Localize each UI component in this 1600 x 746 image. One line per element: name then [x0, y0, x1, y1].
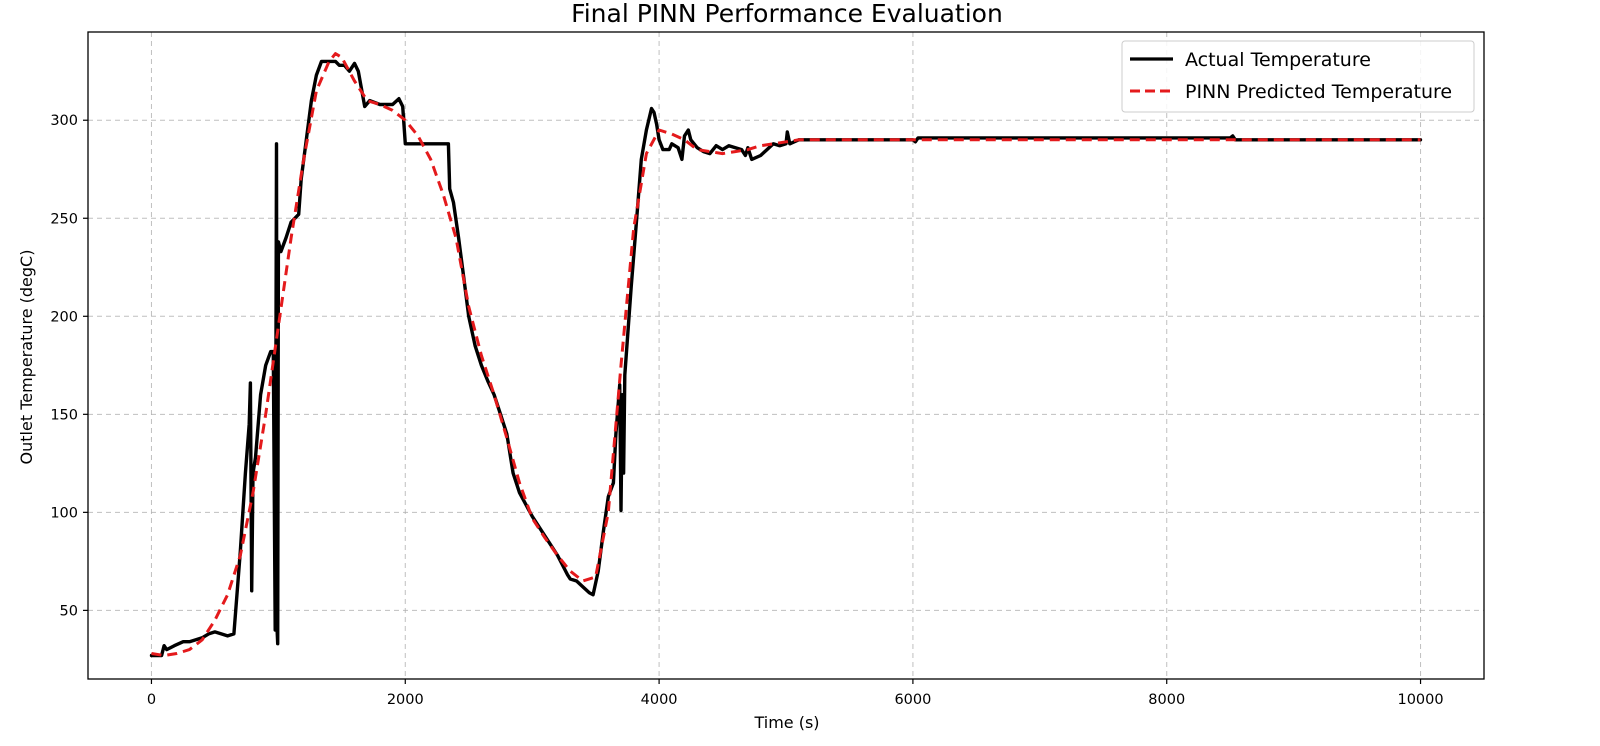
- grid: [88, 32, 1484, 679]
- x-tick-label: 2000: [387, 692, 424, 708]
- y-tick-label: 200: [50, 309, 78, 325]
- legend: Actual Temperature PINN Predicted Temper…: [1121, 40, 1475, 113]
- y-axis-label: Outlet Temperature (degC): [17, 250, 36, 465]
- legend-label-actual: Actual Temperature: [1185, 49, 1371, 71]
- plot-area-frame: [87, 31, 1485, 680]
- y-tick-label: 150: [50, 407, 78, 423]
- x-tick-label: 6000: [894, 692, 931, 708]
- chart-title: Final PINN Performance Evaluation: [571, 0, 1003, 28]
- x-axis-label: Time (s): [753, 713, 819, 732]
- y-tick-label: 50: [60, 603, 78, 619]
- series-line-predicted: [151, 52, 1421, 657]
- y-tick-label: 250: [50, 211, 78, 227]
- y-axis-ticks: 50 100 150 200 250 300: [50, 113, 88, 619]
- y-tick-label: 100: [50, 505, 78, 521]
- x-tick-label: 8000: [1148, 692, 1185, 708]
- series-line-actual: [149, 59, 1423, 658]
- x-tick-label: 10000: [1397, 692, 1443, 708]
- legend-box: [1121, 40, 1475, 113]
- y-tick-label: 300: [50, 113, 78, 129]
- x-axis-ticks: 0 2000 4000 6000 8000 10000: [147, 679, 1444, 708]
- x-tick-label: 4000: [641, 692, 678, 708]
- series-layer: [149, 52, 1423, 658]
- x-tick-label: 0: [147, 692, 156, 708]
- legend-label-predicted: PINN Predicted Temperature: [1185, 81, 1452, 103]
